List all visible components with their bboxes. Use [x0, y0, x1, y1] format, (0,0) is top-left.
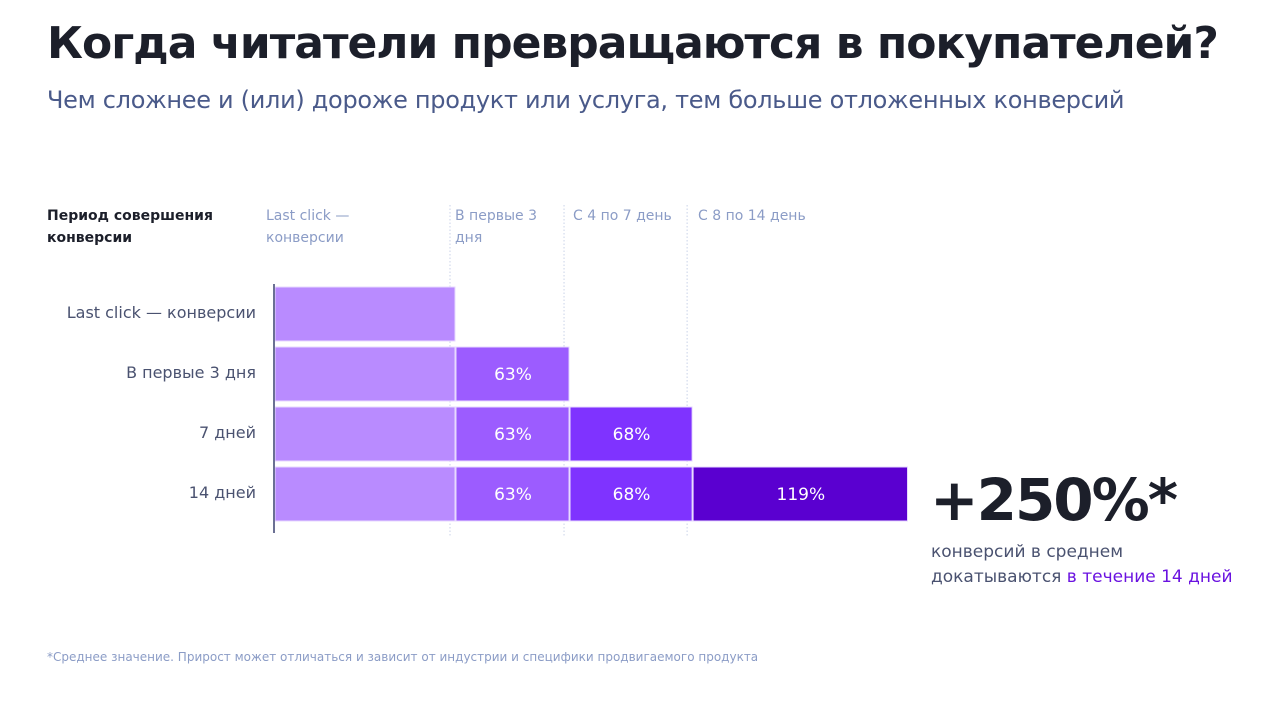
bar-segment	[569, 406, 693, 462]
footnote: *Среднее значение. Прирост может отличат…	[47, 650, 759, 664]
row-label-last-click: Last click — конверсии	[66, 303, 256, 322]
column-header-days-4-7: С 4 по 7 день	[573, 208, 672, 224]
column-header-last-click: Last click — конверсии	[266, 208, 350, 246]
bar-label: 119%	[777, 485, 826, 505]
row-header-label: Период совершения конверсии	[47, 208, 213, 246]
bar-segment	[455, 346, 570, 402]
bar-segment	[455, 466, 570, 522]
highlight-caption-line2: докатываются в течение 14 дней	[931, 565, 1233, 590]
bar-segment	[274, 286, 456, 342]
highlight-caption-line1: конверсий в среднем	[931, 542, 1124, 562]
bar-segment	[692, 466, 908, 522]
bar-label: 68%	[613, 485, 651, 505]
bar-label: 63%	[494, 485, 532, 505]
bar-segment	[274, 346, 456, 402]
bar-label: 63%	[494, 425, 532, 445]
row-label-7-days: 7 дней	[198, 423, 256, 442]
bar-label: 68%	[613, 425, 651, 445]
bar-segment	[274, 406, 456, 462]
column-header-first-3-days: В первые 3 дня	[455, 208, 537, 246]
bar-segment	[274, 466, 456, 522]
page-subtitle: Чем сложнее и (или) дороже продукт или у…	[47, 86, 1125, 114]
row-label-14-days: 14 дней	[188, 483, 256, 502]
bar-label: 63%	[494, 365, 532, 385]
page-title: Когда читатели превращаются в покупателе…	[47, 18, 1219, 69]
bar-segment	[455, 406, 570, 462]
highlight-caption-accent: в течение 14 дней	[1066, 567, 1233, 587]
bar-segment	[569, 466, 693, 522]
highlight-caption-prefix: докатываются	[931, 567, 1067, 587]
highlight-caption: конверсий в среднем докатываются в течен…	[931, 540, 1233, 590]
row-label-first-3-days: В первые 3 дня	[126, 363, 256, 382]
highlight-value: +250%*	[930, 466, 1178, 534]
column-header-days-8-14: С 8 по 14 день	[698, 208, 806, 224]
